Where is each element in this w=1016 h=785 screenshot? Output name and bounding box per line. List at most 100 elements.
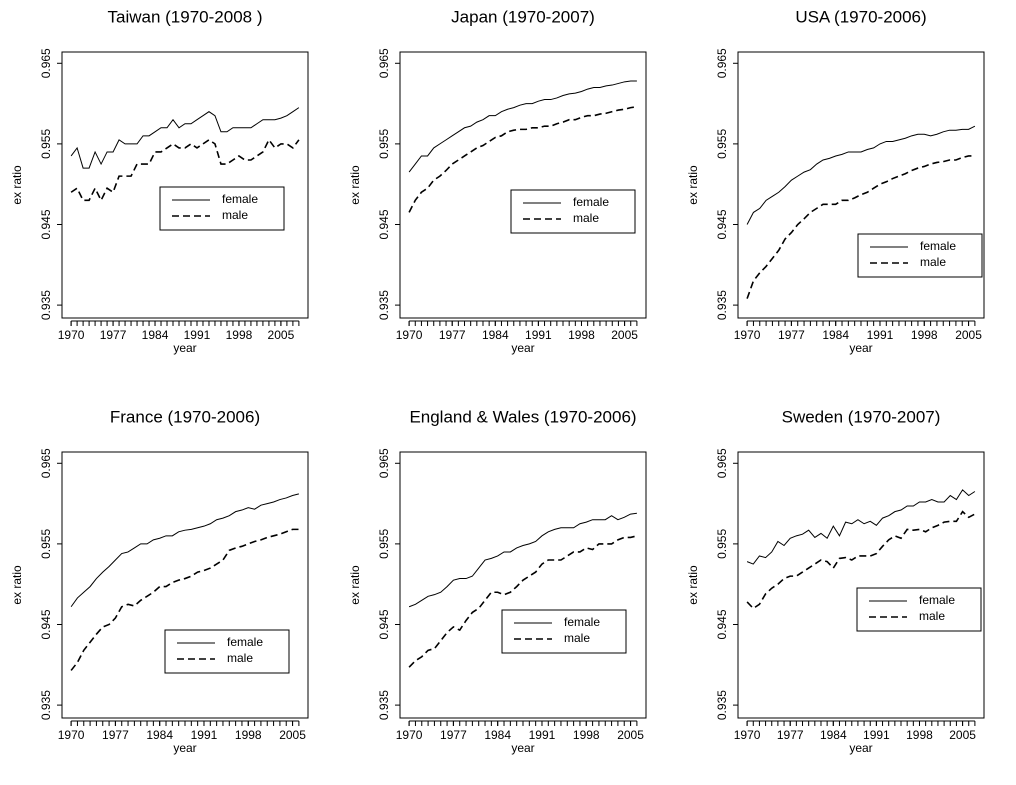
x-tick-label: 1977 [102, 728, 129, 742]
x-tick-label: 1970 [58, 328, 85, 342]
series-line [746, 125, 976, 225]
x-tick-label: 1991 [867, 328, 894, 342]
x-tick-label: 1991 [184, 328, 211, 342]
x-tick-label: 1984 [482, 328, 509, 342]
chart-title: England & Wales (1970-2006) [409, 407, 636, 426]
x-tick-label: 1991 [863, 728, 890, 742]
legend-label: male [222, 208, 248, 222]
series-line [70, 138, 300, 203]
x-tick-label: 1977 [440, 728, 467, 742]
y-tick-label: 0.955 [715, 529, 729, 559]
y-tick-label: 0.955 [39, 529, 53, 559]
x-tick-label: 1970 [396, 328, 423, 342]
legend-box [856, 587, 982, 632]
x-tick-label: 1991 [529, 728, 556, 742]
x-tick-label: 1970 [734, 728, 761, 742]
series-line [70, 528, 299, 671]
x-tick-label: 1984 [484, 728, 511, 742]
x-tick-label: 1977 [778, 328, 805, 342]
x-tick-label: 1991 [191, 728, 218, 742]
y-tick-label: 0.965 [715, 448, 729, 478]
legend-label: male [920, 255, 946, 269]
series-line [408, 106, 637, 213]
y-tick-label: 0.935 [39, 690, 53, 720]
y-tick-label: 0.945 [39, 209, 53, 239]
legend-label: male [919, 609, 945, 623]
y-tick-label: 0.965 [39, 448, 53, 478]
x-axis-label: year [511, 341, 534, 355]
series-line [70, 493, 300, 608]
x-tick-label: 1991 [525, 328, 552, 342]
y-tick-label: 0.955 [715, 129, 729, 159]
y-tick-label: 0.955 [39, 129, 53, 159]
plot-box [399, 51, 647, 319]
x-tick-label: 1977 [100, 328, 127, 342]
chart-title: Taiwan (1970-2008 ) [108, 7, 263, 26]
x-tick-label: 2005 [611, 328, 638, 342]
y-tick-label: 0.945 [39, 609, 53, 639]
legend-box [164, 629, 290, 674]
legend-label: female [920, 239, 956, 253]
x-tick-label: 1970 [58, 728, 85, 742]
y-tick-label: 0.935 [715, 690, 729, 720]
y-tick-label: 0.945 [715, 209, 729, 239]
x-tick-label: 2005 [955, 328, 982, 342]
y-tick-label: 0.935 [377, 690, 391, 720]
legend-label: female [573, 195, 609, 209]
chart-title: France (1970-2006) [110, 407, 260, 426]
legend-label: male [227, 651, 253, 665]
x-tick-label: 1998 [226, 328, 253, 342]
y-tick-label: 0.935 [39, 290, 53, 320]
y-tick-label: 0.965 [715, 48, 729, 78]
y-tick-label: 0.965 [377, 448, 391, 478]
x-tick-label: 2005 [617, 728, 644, 742]
y-tick-label: 0.945 [715, 609, 729, 639]
legend-label: female [227, 635, 263, 649]
x-axis-label: year [849, 741, 872, 755]
legend-label: female [564, 615, 600, 629]
chart-title: USA (1970-2006) [795, 7, 926, 26]
legend-label: female [222, 192, 258, 206]
x-axis-label: year [511, 741, 534, 755]
x-tick-label: 1998 [235, 728, 262, 742]
plot-box [61, 51, 309, 319]
x-tick-label: 1970 [396, 728, 423, 742]
x-tick-label: 1977 [777, 728, 804, 742]
legend-box [857, 233, 983, 278]
x-tick-label: 1977 [439, 328, 466, 342]
x-tick-label: 1998 [911, 328, 938, 342]
x-tick-label: 1984 [146, 728, 173, 742]
x-tick-label: 2005 [268, 328, 295, 342]
series-line [408, 535, 638, 668]
x-axis-label: year [173, 341, 196, 355]
x-tick-label: 1998 [568, 328, 595, 342]
y-tick-label: 0.945 [377, 609, 391, 639]
x-tick-label: 2005 [949, 728, 976, 742]
series-line [408, 512, 637, 608]
x-tick-label: 1998 [906, 728, 933, 742]
x-tick-label: 1970 [734, 328, 761, 342]
x-tick-label: 1984 [820, 728, 847, 742]
legend-label: male [573, 211, 599, 225]
y-axis-label: ex ratio [10, 165, 24, 205]
series-line [746, 155, 975, 299]
x-tick-label: 1984 [142, 328, 169, 342]
y-tick-label: 0.965 [39, 48, 53, 78]
x-tick-label: 2005 [279, 728, 306, 742]
chart-title: Sweden (1970-2007) [782, 407, 941, 426]
plot-box [399, 451, 647, 719]
series-line [70, 107, 300, 169]
legend-box [501, 609, 627, 654]
series-line [746, 510, 976, 610]
y-axis-label: ex ratio [686, 165, 700, 205]
legend-label: male [564, 631, 590, 645]
x-tick-label: 1984 [822, 328, 849, 342]
plot-box [737, 451, 985, 719]
y-tick-label: 0.935 [377, 290, 391, 320]
legend-box [159, 186, 285, 231]
plot-box [61, 451, 309, 719]
x-tick-label: 1998 [573, 728, 600, 742]
y-tick-label: 0.945 [377, 209, 391, 239]
y-tick-label: 0.955 [377, 129, 391, 159]
